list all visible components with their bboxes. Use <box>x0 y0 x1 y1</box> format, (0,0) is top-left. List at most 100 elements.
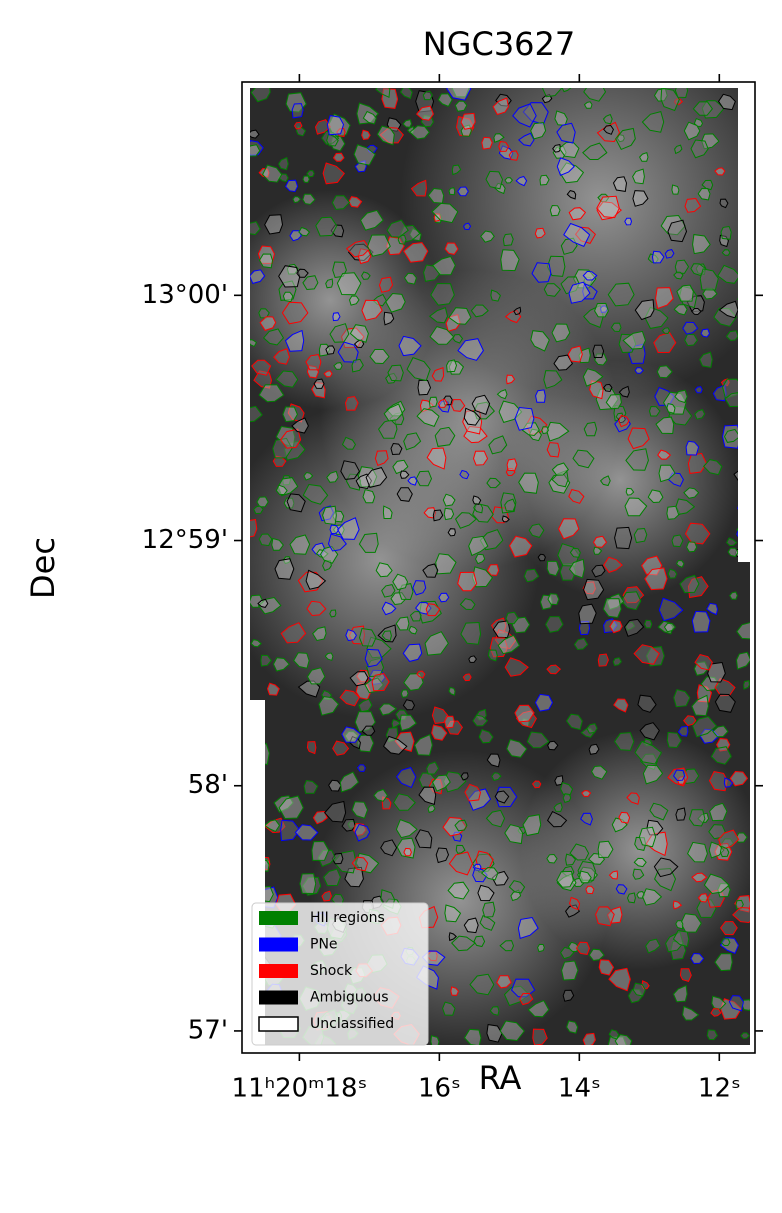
region-contour <box>653 857 679 878</box>
region-contour <box>355 473 373 490</box>
region-contour <box>383 403 404 422</box>
region-contour <box>282 406 298 423</box>
region-contour <box>280 622 307 644</box>
region-contour <box>386 400 406 417</box>
region-contour <box>306 600 327 617</box>
region-contour <box>315 549 329 558</box>
region-contour <box>613 732 635 751</box>
region-contour <box>505 374 516 385</box>
region-contour <box>285 92 307 113</box>
region-contour <box>699 351 713 368</box>
region-contour <box>505 611 519 625</box>
region-contour <box>499 1020 525 1042</box>
region-contour <box>431 367 445 382</box>
region-contour <box>736 523 750 537</box>
region-contour <box>506 458 518 472</box>
region-contour <box>605 393 622 410</box>
region-contour <box>706 1029 718 1041</box>
region-contour <box>306 170 315 178</box>
region-contour <box>361 271 371 280</box>
region-contour <box>371 673 390 692</box>
region-contour <box>679 574 700 594</box>
region-contour <box>459 598 476 611</box>
region-contour <box>712 725 729 738</box>
region-contour <box>282 291 294 303</box>
region-contour <box>694 408 706 420</box>
region-contour <box>327 533 347 552</box>
region-contour <box>460 112 476 130</box>
region-contour <box>345 240 371 258</box>
region-contour <box>382 735 408 755</box>
region-contour <box>398 583 414 601</box>
region-contour <box>340 460 360 480</box>
region-contour <box>599 305 609 313</box>
region-contour <box>443 507 455 521</box>
region-contour <box>693 118 704 127</box>
region-contour <box>358 532 379 553</box>
region-contour <box>603 124 614 135</box>
galaxy-image <box>250 88 750 1045</box>
region-contour <box>706 602 719 616</box>
region-contour <box>395 616 410 631</box>
region-contour <box>499 940 515 952</box>
region-contour <box>474 553 486 565</box>
region-contour <box>407 476 418 486</box>
region-contour <box>667 568 678 579</box>
region-contour <box>443 771 467 793</box>
region-contour <box>470 304 489 318</box>
legend-swatch <box>259 911 298 925</box>
region-contour <box>583 101 593 109</box>
region-contour <box>381 88 399 109</box>
region-contour <box>649 802 669 821</box>
region-contour <box>557 543 580 567</box>
region-contour <box>435 553 457 575</box>
region-contour <box>729 770 749 787</box>
region-contour <box>406 356 431 382</box>
region-contour <box>281 301 309 325</box>
region-contour <box>279 428 302 449</box>
region-contour <box>289 534 311 555</box>
region-contour <box>323 370 333 378</box>
region-contour <box>735 899 744 910</box>
region-contour <box>490 289 501 302</box>
region-contour <box>473 935 486 948</box>
region-contour <box>626 892 636 904</box>
region-contour <box>597 840 614 859</box>
region-contour <box>472 450 489 466</box>
region-contour <box>528 523 545 538</box>
region-contour <box>717 264 741 284</box>
region-contour <box>498 141 510 152</box>
region-contour <box>457 338 484 361</box>
region-contour <box>423 264 442 282</box>
region-contour <box>250 833 259 843</box>
region-contour <box>394 731 415 753</box>
region-contour <box>275 370 299 388</box>
region-contour <box>341 818 356 832</box>
region-contour <box>602 598 622 619</box>
region-contour <box>612 657 622 666</box>
region-contour <box>397 234 407 245</box>
region-contour <box>527 999 550 1018</box>
region-contour <box>438 398 448 408</box>
region-contour <box>675 498 696 515</box>
axes-frame <box>241 81 756 1054</box>
region-contour <box>447 528 456 537</box>
region-contour <box>500 492 517 514</box>
region-contour <box>479 915 496 931</box>
region-contour <box>673 304 688 316</box>
region-contour <box>534 693 554 712</box>
region-contour <box>714 953 733 972</box>
region-contour <box>463 917 479 934</box>
region-contour <box>496 975 512 989</box>
region-contour <box>566 190 577 200</box>
region-contour <box>431 724 448 741</box>
legend-label: PNe <box>310 937 338 953</box>
region-contour <box>488 435 508 455</box>
region-contour <box>375 88 391 99</box>
region-contour <box>675 807 686 821</box>
region-contour <box>560 276 580 295</box>
region-contour <box>399 714 417 732</box>
region-contour <box>569 547 581 558</box>
region-contour <box>489 1006 500 1016</box>
region-contour <box>289 230 302 242</box>
